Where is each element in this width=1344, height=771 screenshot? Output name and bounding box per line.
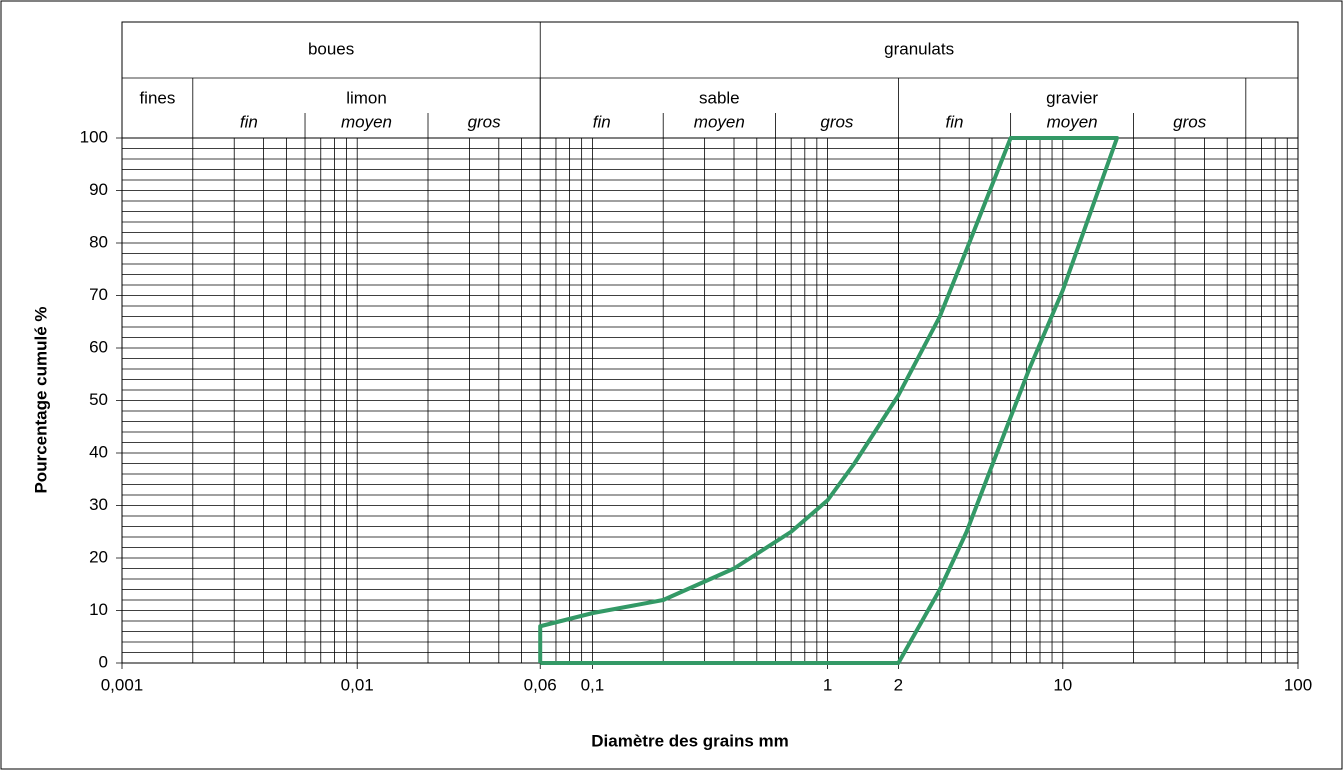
group-label: gravier: [1046, 88, 1098, 107]
group-label: limon: [346, 88, 387, 107]
sub-label: moyen: [694, 112, 745, 131]
x-tick-label: 0,001: [101, 675, 144, 694]
y-tick-label: 10: [89, 600, 108, 619]
sub-label: fin: [240, 112, 258, 131]
y-tick-label: 60: [89, 337, 108, 356]
y-tick-label: 80: [89, 232, 108, 251]
sub-label: moyen: [1047, 112, 1098, 131]
sub-label: gros: [1173, 112, 1207, 131]
x-tick-label: 0,1: [581, 675, 605, 694]
sub-label: gros: [468, 112, 502, 131]
header-label: granulats: [884, 39, 954, 58]
x-tick-label: 2: [894, 675, 903, 694]
y-tick-label: 20: [89, 547, 108, 566]
header-label: boues: [308, 39, 354, 58]
y-tick-label: 100: [80, 127, 108, 146]
x-tick-label: 100: [1284, 675, 1312, 694]
group-label: sable: [699, 88, 740, 107]
group-label: fines: [139, 88, 175, 107]
y-tick-label: 70: [89, 285, 108, 304]
x-axis-label: Diamètre des grains mm: [591, 731, 788, 750]
x-tick-label: 10: [1053, 675, 1072, 694]
x-tick-label: 0,01: [341, 675, 374, 694]
sub-label: gros: [820, 112, 854, 131]
sub-label: fin: [946, 112, 964, 131]
sub-label: fin: [593, 112, 611, 131]
grading-envelope: [538, 136, 1120, 665]
y-tick-label: 0: [99, 652, 108, 671]
sub-label: moyen: [341, 112, 392, 131]
y-axis-label: Pourcentage cumulé %: [31, 306, 50, 493]
x-tick-label: 0,06: [524, 675, 557, 694]
y-tick-label: 50: [89, 390, 108, 409]
x-tick-label: 1: [823, 675, 832, 694]
y-tick-label: 30: [89, 495, 108, 514]
y-tick-label: 90: [89, 180, 108, 199]
y-tick-label: 40: [89, 442, 108, 461]
